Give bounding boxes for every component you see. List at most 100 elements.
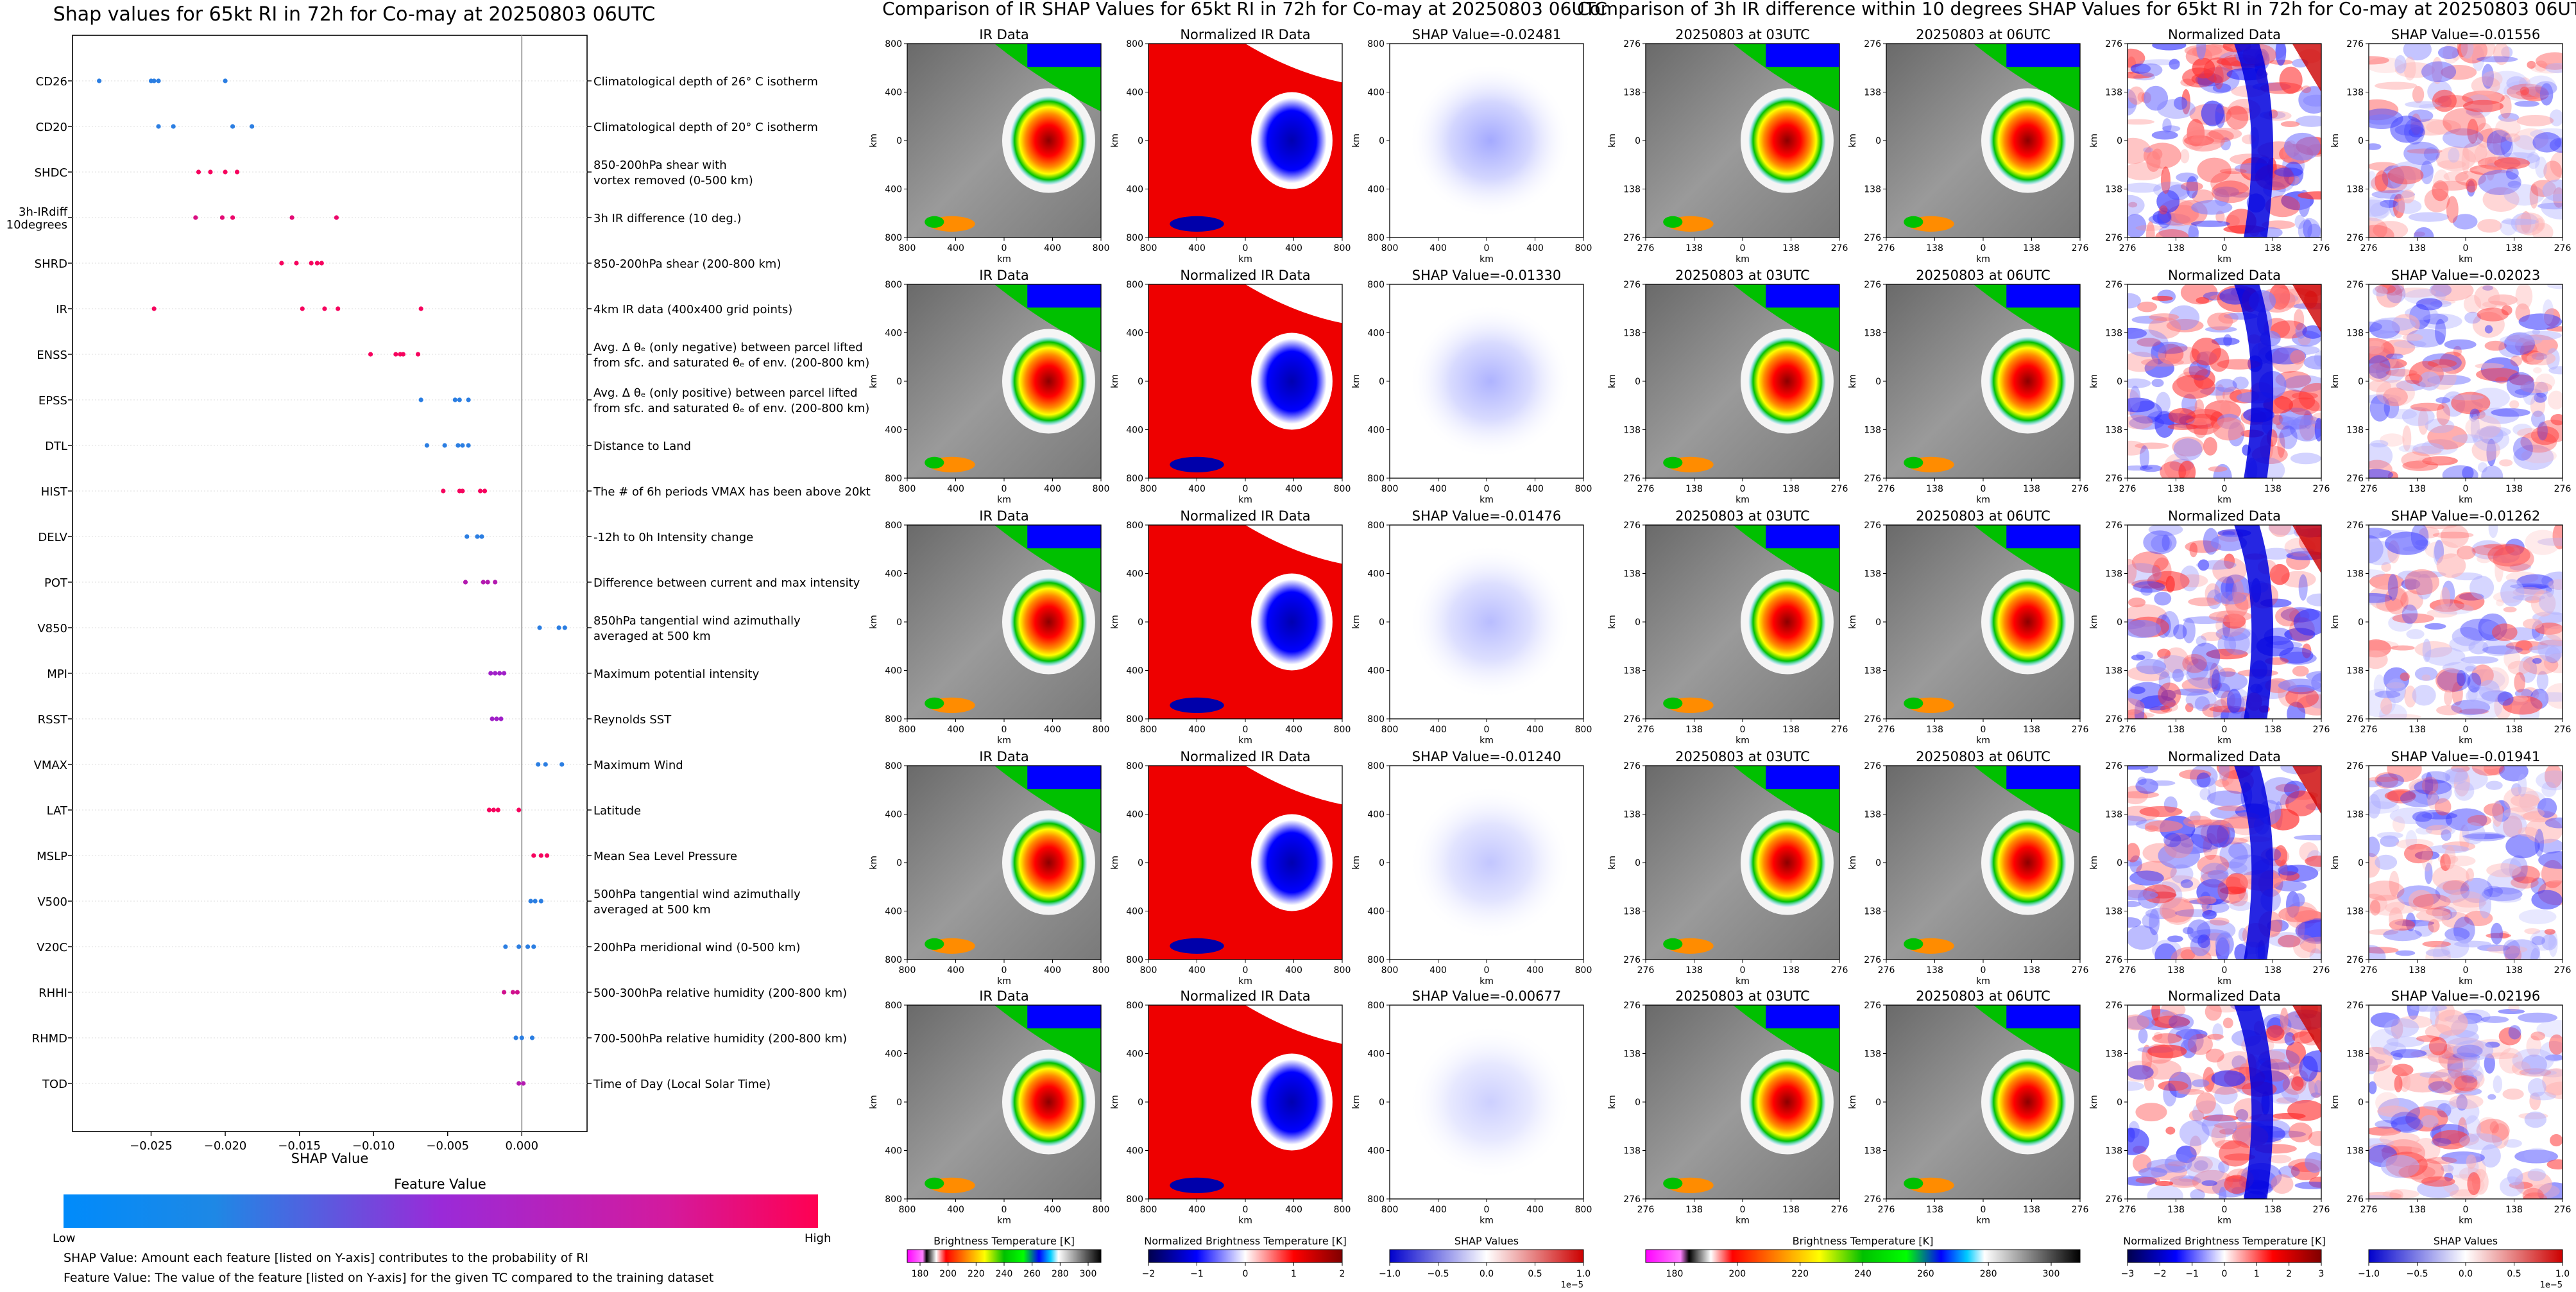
feature-label: CD26 <box>36 75 67 89</box>
noise-blob <box>2296 914 2305 942</box>
x-axis-label: km <box>997 976 1011 986</box>
panel1-title: Shap values for 65kt RI in 72h for Co-ma… <box>53 3 656 26</box>
y-tick-label: 0 <box>2358 136 2364 146</box>
noise-blob <box>2163 832 2194 859</box>
y-tick-label: 400 <box>885 666 902 676</box>
shap-point <box>219 215 225 220</box>
x-tick-label: 0 <box>1002 725 1007 735</box>
x-tick-label: 800 <box>1575 1205 1592 1215</box>
ir-cloud-top <box>1766 44 1839 67</box>
noise-blob <box>2505 538 2525 556</box>
feature-label: 10degrees <box>6 218 67 232</box>
noise-blob <box>2522 1187 2544 1199</box>
noise-blob <box>2279 417 2300 426</box>
noise-blob <box>2486 945 2528 954</box>
noise-blob <box>2292 935 2317 959</box>
y-tick-label: 0 <box>1635 136 1641 146</box>
noise-blob <box>2422 456 2458 466</box>
ir-image <box>1886 284 2080 478</box>
feature-label: LAT <box>47 804 68 818</box>
ir-storm-core <box>1748 96 1826 185</box>
noise-blob <box>2414 779 2452 795</box>
noise-blob <box>2281 571 2316 588</box>
noise-blob <box>2504 332 2536 356</box>
noise-blob <box>2419 526 2440 538</box>
noise-blob <box>2167 935 2183 943</box>
colorbar <box>2127 1249 2322 1263</box>
feature-description: Avg. Δ θₑ (only positive) between parcel… <box>593 386 858 400</box>
x-tick-label: 800 <box>1093 243 1110 254</box>
x-tick-label: 276 <box>2360 1205 2378 1215</box>
noise-blob <box>2518 1012 2558 1023</box>
noise-blob <box>2128 214 2147 237</box>
noise-blob <box>2151 1015 2190 1029</box>
noise-blob <box>2427 359 2457 368</box>
noise-blob <box>2207 1033 2224 1040</box>
noise-blob <box>2422 940 2452 947</box>
noise-blob <box>2471 438 2501 461</box>
noise-blob <box>2143 147 2153 153</box>
noise-blob <box>2516 574 2554 590</box>
x-tick-label: 276 <box>2313 725 2330 735</box>
shap-point <box>400 352 406 357</box>
noise-blob <box>2481 71 2503 87</box>
noise-blob <box>2451 392 2491 415</box>
noise-blob <box>2493 1075 2503 1094</box>
noise-blob <box>2441 829 2452 841</box>
noise-blob <box>2542 179 2563 202</box>
diff-warm-corner <box>2292 1005 2321 1054</box>
noise-image <box>2128 284 2321 478</box>
x-tick-label: 276 <box>1637 965 1655 976</box>
y-tick-label: 276 <box>2105 521 2122 531</box>
noise-blob <box>2520 431 2557 453</box>
y-tick-label: 138 <box>2105 907 2122 917</box>
noise-blob <box>2375 284 2396 294</box>
y-tick-label: 138 <box>1864 329 1881 339</box>
x-axis-label: km <box>1480 976 1494 986</box>
colorbar-tick-label: 300 <box>1080 1269 1097 1279</box>
y-tick-label: 800 <box>1367 761 1385 771</box>
x-axis-label: km <box>1976 1216 1990 1226</box>
panel2-title: Comparison of IR SHAP Values for 65kt RI… <box>882 0 1607 19</box>
noise-blob <box>2459 1133 2503 1150</box>
noise-blob <box>2462 99 2504 112</box>
noise-blob <box>2507 1168 2523 1185</box>
noise-blob <box>2477 307 2509 322</box>
noise-blob <box>2128 351 2158 372</box>
subplot-title: 20250803 at 06UTC <box>1916 268 2051 283</box>
noise-blob <box>2224 631 2250 655</box>
x-tick-label: 138 <box>2409 243 2426 254</box>
shap-summary-panel: Shap values for 65kt RI in 72h for Co-ma… <box>6 3 871 1285</box>
noise-blob <box>2529 1091 2557 1101</box>
noise-blob <box>2169 58 2180 70</box>
noise-blob <box>2402 333 2423 341</box>
feature-description: from sfc. and saturated θₑ of env. (200-… <box>593 402 869 415</box>
y-tick-label: 276 <box>1623 474 1641 484</box>
noise-blob <box>2444 689 2453 706</box>
noise-blob <box>2425 949 2450 957</box>
noise-blob <box>2196 635 2207 647</box>
noise-blob <box>2138 63 2163 77</box>
shap-plot-area <box>72 35 588 1132</box>
noise-blob <box>2530 929 2556 951</box>
noise-blob <box>2521 1055 2547 1075</box>
noise-blob <box>2273 881 2307 891</box>
y-tick-label: 0 <box>2117 1098 2122 1108</box>
noise-blob <box>2515 585 2552 595</box>
noise-blob <box>2415 827 2433 835</box>
noise-blob <box>2196 772 2211 788</box>
noise-blob <box>2163 1083 2177 1107</box>
noise-blob <box>2552 525 2563 549</box>
noise-blob <box>2441 1151 2485 1164</box>
ir-image <box>1886 525 2080 719</box>
noise-blob <box>2211 180 2250 203</box>
noise-blob <box>2302 1050 2321 1072</box>
noise-blob <box>2219 771 2234 786</box>
shap-point <box>538 899 543 904</box>
noise-blob <box>2128 619 2162 639</box>
colorbar-tick-label: −1.0 <box>2358 1269 2380 1279</box>
noise-blob <box>2232 579 2244 607</box>
noise-blob <box>2215 932 2234 956</box>
colorbar-tick-label: 240 <box>1854 1269 1872 1279</box>
y-tick-label: 0 <box>1875 858 1881 868</box>
